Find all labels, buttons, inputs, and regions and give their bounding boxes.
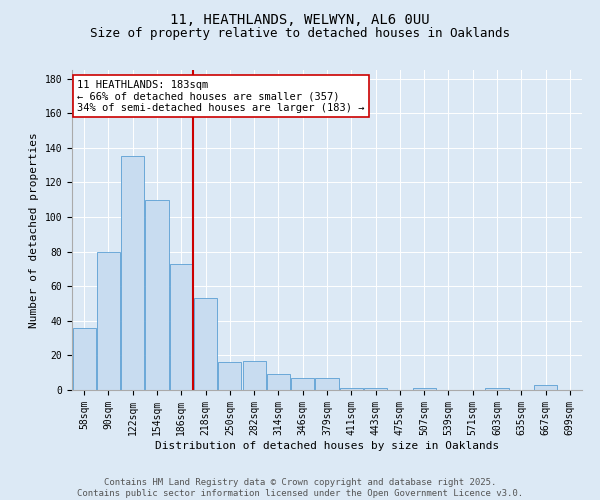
Bar: [145, 200, 169, 390]
Bar: [97, 252, 120, 390]
Bar: [316, 378, 338, 390]
Bar: [121, 156, 144, 390]
Bar: [267, 374, 290, 390]
Bar: [218, 362, 241, 390]
Bar: [340, 388, 363, 390]
Bar: [291, 378, 314, 390]
Text: Size of property relative to detached houses in Oaklands: Size of property relative to detached ho…: [90, 28, 510, 40]
Bar: [194, 298, 217, 390]
Bar: [242, 360, 266, 390]
Bar: [170, 264, 193, 390]
Text: 11 HEATHLANDS: 183sqm
← 66% of detached houses are smaller (357)
34% of semi-det: 11 HEATHLANDS: 183sqm ← 66% of detached …: [77, 80, 365, 113]
Y-axis label: Number of detached properties: Number of detached properties: [29, 132, 39, 328]
Bar: [485, 388, 509, 390]
Bar: [73, 328, 95, 390]
Text: 11, HEATHLANDS, WELWYN, AL6 0UU: 11, HEATHLANDS, WELWYN, AL6 0UU: [170, 12, 430, 26]
Bar: [534, 385, 557, 390]
Bar: [364, 388, 387, 390]
Bar: [413, 388, 436, 390]
X-axis label: Distribution of detached houses by size in Oaklands: Distribution of detached houses by size …: [155, 440, 499, 450]
Text: Contains HM Land Registry data © Crown copyright and database right 2025.
Contai: Contains HM Land Registry data © Crown c…: [77, 478, 523, 498]
